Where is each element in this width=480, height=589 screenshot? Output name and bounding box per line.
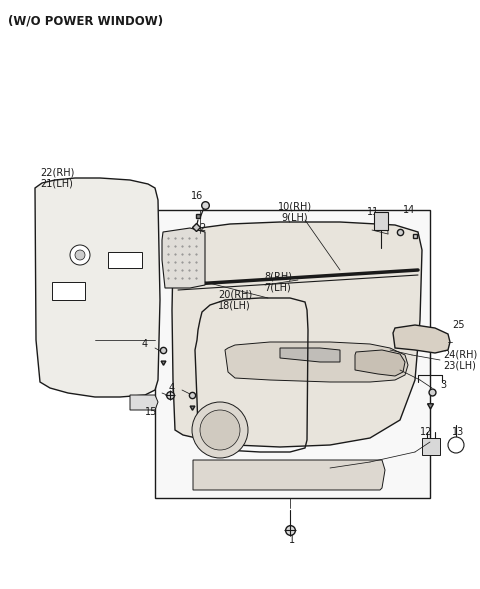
- Text: 8(RH)
7(LH): 8(RH) 7(LH): [264, 271, 292, 293]
- Bar: [52, 282, 85, 300]
- Text: 13: 13: [452, 427, 464, 437]
- Polygon shape: [225, 342, 408, 382]
- Text: 15: 15: [145, 407, 157, 417]
- Circle shape: [200, 410, 240, 450]
- Text: 10(RH)
9(LH): 10(RH) 9(LH): [278, 201, 312, 223]
- Polygon shape: [422, 438, 440, 455]
- Text: 4: 4: [142, 339, 148, 349]
- Text: 22(RH)
21(LH): 22(RH) 21(LH): [40, 167, 74, 189]
- Text: 4: 4: [169, 383, 175, 393]
- Polygon shape: [355, 350, 405, 376]
- Text: 16: 16: [191, 191, 203, 201]
- Polygon shape: [155, 210, 430, 498]
- Text: 14: 14: [403, 205, 415, 215]
- Text: 1: 1: [289, 535, 295, 545]
- Text: 12: 12: [420, 427, 432, 437]
- Circle shape: [70, 245, 90, 265]
- Circle shape: [192, 402, 248, 458]
- Bar: [108, 252, 142, 268]
- Text: 11: 11: [367, 207, 379, 217]
- Bar: [374, 212, 388, 230]
- Circle shape: [75, 250, 85, 260]
- Polygon shape: [393, 325, 450, 353]
- Text: 24(RH)
23(LH): 24(RH) 23(LH): [443, 349, 477, 371]
- Polygon shape: [162, 228, 205, 288]
- Circle shape: [448, 437, 464, 453]
- Polygon shape: [193, 460, 385, 490]
- Text: 20(RH)
18(LH): 20(RH) 18(LH): [218, 289, 252, 311]
- Polygon shape: [172, 222, 422, 447]
- Polygon shape: [280, 348, 340, 362]
- Text: 25: 25: [452, 320, 465, 330]
- Text: 2: 2: [199, 223, 205, 233]
- Text: (W/O POWER WINDOW): (W/O POWER WINDOW): [8, 14, 163, 27]
- Polygon shape: [130, 395, 158, 410]
- Text: 3: 3: [440, 380, 446, 390]
- Polygon shape: [35, 178, 160, 397]
